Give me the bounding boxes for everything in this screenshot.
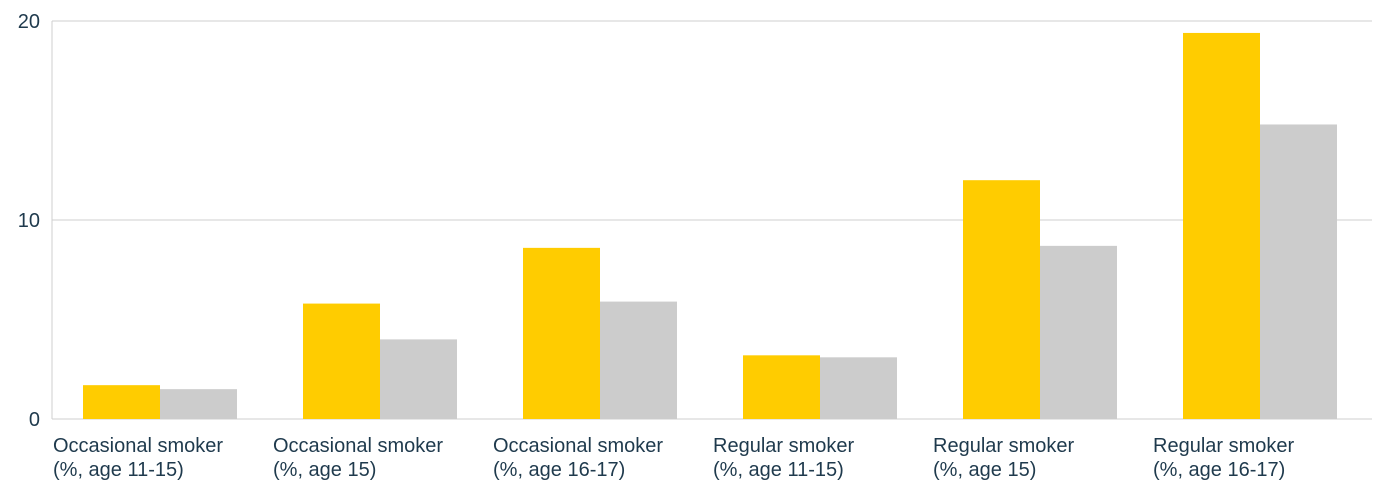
gridlines	[51, 20, 1372, 420]
bar-series-2-category-2	[380, 339, 457, 419]
x-category-label: (%, age 16-17)	[493, 459, 625, 481]
y-tick-label: 20	[18, 11, 40, 33]
x-category-label: (%, age 16-17)	[1153, 459, 1285, 481]
bar-series-2-category-4	[820, 357, 897, 419]
x-category-label: Regular smoker	[713, 435, 855, 457]
bars	[83, 32, 1337, 419]
y-axis-ticks: 0 10 20	[18, 11, 40, 431]
bar-series-1-category-5	[963, 180, 1040, 419]
x-axis-labels: Occasional smoker(%, age 11-15)Occasiona…	[53, 435, 1295, 481]
x-category-label: Regular smoker	[933, 435, 1075, 457]
x-category-label: Occasional smoker	[493, 435, 663, 457]
bar-series-1-category-4	[743, 355, 820, 419]
x-category-label: Regular smoker	[1153, 435, 1295, 457]
bar-series-1-category-2	[303, 303, 380, 419]
bar-series-1-category-6	[1183, 32, 1260, 419]
bar-series-2-category-3	[600, 301, 677, 419]
bar-series-1-category-1	[83, 385, 160, 419]
y-tick-label: 10	[18, 210, 40, 232]
bar-series-1-category-3	[523, 247, 600, 419]
x-category-label: (%, age 15)	[933, 459, 1036, 481]
x-category-label: (%, age 11-15)	[713, 459, 844, 481]
x-category-label: (%, age 15)	[273, 459, 376, 481]
bar-series-2-category-6	[1260, 124, 1337, 419]
x-category-label: Occasional smoker	[53, 435, 223, 457]
x-category-label: (%, age 11-15)	[53, 459, 184, 481]
y-tick-label: 0	[29, 409, 40, 431]
bar-series-2-category-1	[160, 389, 237, 419]
bar-series-2-category-5	[1040, 245, 1117, 419]
x-category-label: Occasional smoker	[273, 435, 443, 457]
